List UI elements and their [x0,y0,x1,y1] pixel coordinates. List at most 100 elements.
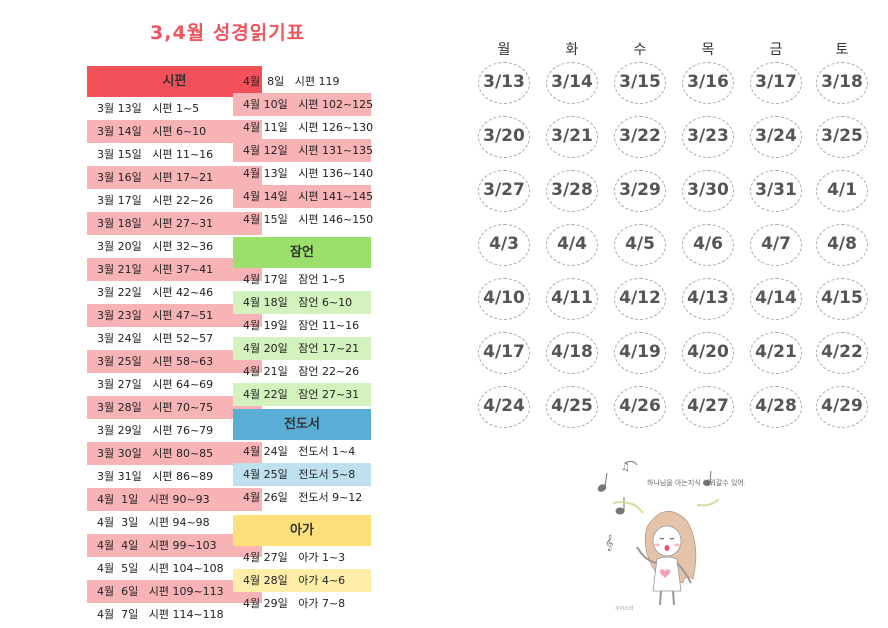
reading-row: 3월 14일 시편 6~10 [87,120,262,143]
weekday-label: 토 [835,42,849,58]
reading-row: 4월 11일 시편 126~130 [243,121,374,134]
date-checkbox-circle[interactable]: 4/12 [614,278,666,320]
psalms-column: 시편 3월 13일 시편 1~5 3월 14일 시편 6~10 3월 15일 시편 1… [87,66,262,626]
date-checkbox-circle[interactable]: 3/23 [682,116,734,158]
reading-row: 4월 4일 시편 99~103 [87,534,262,557]
reading-row: 4월 1일 시편 90~93 [87,488,262,511]
song-of-songs-header: 아가 [233,515,371,546]
date-checkbox-circle[interactable]: 4/14 [750,278,802,320]
reading-row: 3월 24일 시편 52~57 [97,332,214,345]
date-checkbox-circle[interactable]: 3/17 [750,62,802,104]
date-checkbox-circle[interactable]: 3/25 [816,116,868,158]
reading-row: 4월 18일 잠언 6~10 [233,291,371,314]
reading-row: 3월 18일 시편 27~31 [87,212,262,235]
date-checkbox-circle[interactable]: 4/22 [816,332,868,374]
date-checkbox-circle[interactable]: 3/30 [682,170,734,212]
reading-row: 4월 25일 전도서 5~8 [233,463,371,486]
reading-row: 4월 24일 전도서 1~4 [243,445,356,458]
reading-row: 4월 12일 시편 131~135 [233,139,373,162]
weekday-label: 목 [701,42,715,58]
date-checkbox-circle[interactable]: 4/28 [750,386,802,428]
date-checkbox-circle[interactable]: 3/14 [546,62,598,104]
reading-row: 3월 21일 시편 37~41 [87,258,262,281]
reading-row: 3월 29일 시편 76~79 [97,424,214,437]
date-checkbox-circle[interactable]: 4/13 [682,278,734,320]
reading-row: 3월 13일 시편 1~5 [97,102,200,115]
reading-row: 3월 16일 시편 17~21 [87,166,262,189]
date-checkbox-circle[interactable]: 3/24 [750,116,802,158]
reading-row: 3월 17일 시편 22~26 [97,194,214,207]
second-column: 4월 8일 시편 119 4월 10일 시편 102~125 4월 11일 시편 1… [233,70,374,615]
date-checkbox-circle[interactable]: 4/24 [478,386,530,428]
date-checkbox-circle[interactable]: 4/10 [478,278,530,320]
girl-singing-illustration: ♫ 𝄞 하나님을 아는지식 채워갈수 있어요 우이스마 [585,455,751,615]
reading-row: 3월 22일 시편 42~46 [97,286,214,299]
reading-row: 3월 15일 시편 11~16 [97,148,214,161]
psalms-header: 시편 [87,66,262,97]
reading-calendar: 3/13 3/14 3/15 3/16 3/17 3/18 3/20 3/21 3/22 3/23… [470,62,870,442]
weekday-label: 화 [565,42,579,58]
reading-row: 4월 28일 아가 4~6 [233,569,371,592]
date-checkbox-circle[interactable]: 3/15 [614,62,666,104]
reading-row: 4월 3일 시편 94~98 [97,516,210,529]
reading-row: 3월 28일 시편 70~75 [87,396,262,419]
reading-row: 3월 20일 시편 32~36 [97,240,214,253]
proverbs-header: 잠언 [233,237,371,268]
reading-row: 4월 5일 시편 104~108 [97,562,224,575]
date-checkbox-circle[interactable]: 3/21 [546,116,598,158]
reading-row: 3월 31일 시편 86~89 [97,470,214,483]
reading-row: 4월 22일 잠언 27~31 [233,383,371,406]
date-checkbox-circle[interactable]: 4/27 [682,386,734,428]
reading-row: 3월 25일 시편 58~63 [87,350,262,373]
date-checkbox-circle[interactable]: 3/20 [478,116,530,158]
date-checkbox-circle[interactable]: 4/5 [614,224,666,266]
reading-row: 4월 6일 시편 109~113 [87,580,262,603]
svg-text:𝄞: 𝄞 [605,535,613,551]
reading-row: 3월 27일 시편 64~69 [97,378,214,391]
reading-row: 3월 30일 시편 80~85 [87,442,262,465]
date-checkbox-circle[interactable]: 4/20 [682,332,734,374]
date-checkbox-circle[interactable]: 4/1 [816,170,868,212]
date-checkbox-circle[interactable]: 4/17 [478,332,530,374]
date-checkbox-circle[interactable]: 4/8 [816,224,868,266]
date-checkbox-circle[interactable]: 3/31 [750,170,802,212]
date-checkbox-circle[interactable]: 4/25 [546,386,598,428]
weekday-label: 금 [769,42,783,58]
reading-row: 4월 21일 잠언 22~26 [243,365,360,378]
weekday-label: 월 [497,42,511,58]
date-checkbox-circle[interactable]: 4/18 [546,332,598,374]
date-checkbox-circle[interactable]: 4/6 [682,224,734,266]
date-checkbox-circle[interactable]: 4/26 [614,386,666,428]
date-checkbox-circle[interactable]: 4/15 [816,278,868,320]
date-checkbox-circle[interactable]: 4/29 [816,386,868,428]
svg-text:♫: ♫ [621,462,630,473]
reading-row: 4월 7일 시편 114~118 [97,608,224,621]
reading-row: 4월 14일 시편 141~145 [233,185,373,208]
date-checkbox-circle[interactable]: 3/29 [614,170,666,212]
date-checkbox-circle[interactable]: 3/27 [478,170,530,212]
date-checkbox-circle[interactable]: 4/3 [478,224,530,266]
date-checkbox-circle[interactable]: 3/13 [478,62,530,104]
date-checkbox-circle[interactable]: 4/4 [546,224,598,266]
reading-row: 4월 19일 잠언 11~16 [243,319,360,332]
date-checkbox-circle[interactable]: 4/21 [750,332,802,374]
reading-row: 3월 23일 시편 47~51 [87,304,262,327]
illustration-caption: 하나님을 아는지식 채워갈수 있어요 [647,478,745,487]
reading-row: 4월 10일 시편 102~125 [233,93,373,116]
reading-row: 4월 15일 시편 146~150 [243,213,374,226]
date-checkbox-circle[interactable]: 4/7 [750,224,802,266]
reading-row: 4월 13일 시편 136~140 [243,167,374,180]
reading-row: 4월 26일 전도서 9~12 [243,491,363,504]
page-title: 3,4월 성경읽기표 [150,22,306,44]
illustration-signature: 우이스마 [615,605,634,612]
date-checkbox-circle[interactable]: 4/19 [614,332,666,374]
reading-row: 4월 27일 아가 1~3 [243,551,346,564]
reading-row: 4월 17일 잠언 1~5 [243,273,346,286]
date-checkbox-circle[interactable]: 3/22 [614,116,666,158]
weekday-label: 수 [633,42,647,58]
date-checkbox-circle[interactable]: 3/16 [682,62,734,104]
date-checkbox-circle[interactable]: 3/28 [546,170,598,212]
date-checkbox-circle[interactable]: 4/11 [546,278,598,320]
date-checkbox-circle[interactable]: 3/18 [816,62,868,104]
